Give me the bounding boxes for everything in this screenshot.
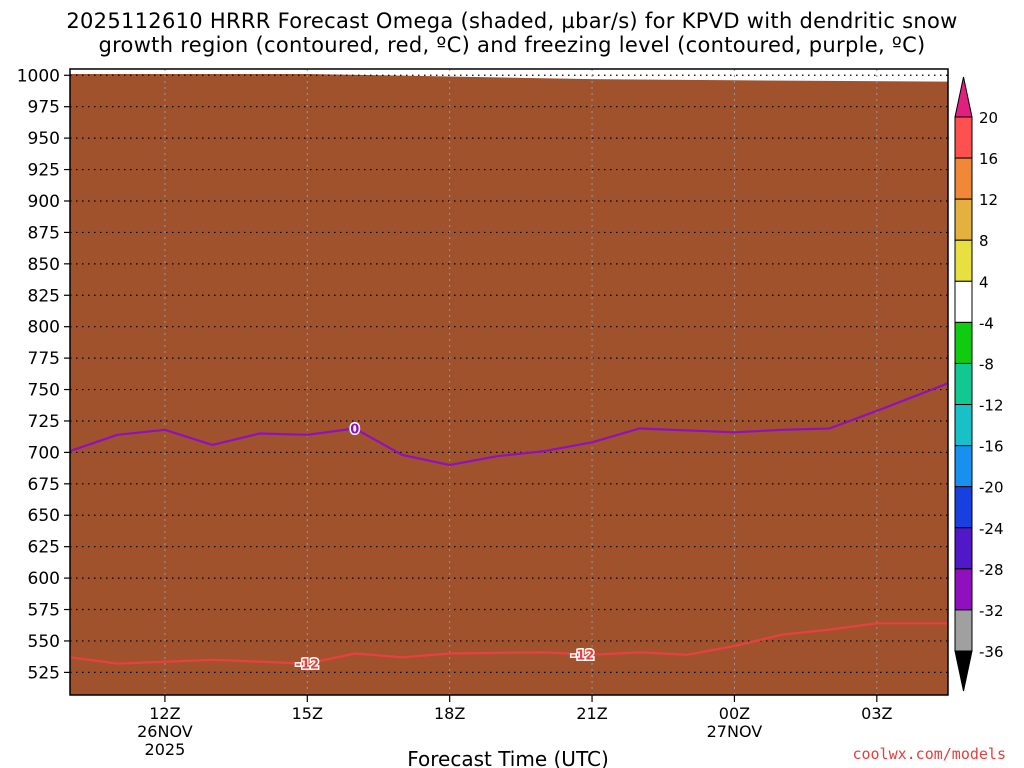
x-tick-label-12Z: 12Z <box>149 704 180 723</box>
colorbar-swatch-8 <box>954 445 973 488</box>
grid-lines <box>70 69 948 695</box>
x-tick-date-00Z: 27NOV <box>707 722 763 741</box>
colorbar-label-4: 4 <box>979 273 989 291</box>
y-tick-label-900: 900 <box>28 192 60 212</box>
colorbar-label-0: 20 <box>979 109 998 127</box>
colorbar-swatch-12 <box>954 609 973 652</box>
colorbar-label-5: -4 <box>979 314 994 332</box>
dendritic-contour-line <box>70 622 948 665</box>
y-tick-label-750: 750 <box>28 381 60 401</box>
colorbar-label-8: -16 <box>979 438 1004 456</box>
colorbar-swatch-11 <box>954 568 973 611</box>
y-tick-label-525: 525 <box>28 663 60 683</box>
dendritic-contour-line-label-0: -12 <box>296 658 320 673</box>
freezing-level-line <box>70 382 948 467</box>
chart-title-line-2: growth region (contoured, red, ºC) and f… <box>98 33 926 57</box>
colorbar-bottom-arrow <box>954 650 973 692</box>
plot-frame <box>69 68 949 696</box>
colorbar-top-arrow <box>954 76 973 118</box>
x-tick-label-00Z: 00Z <box>719 704 750 723</box>
colorbar-label-10: -24 <box>979 520 1004 538</box>
freezing-level-line-label-0: 0 <box>350 423 359 438</box>
y-tick-label-875: 875 <box>28 223 60 243</box>
y-tick-label-625: 625 <box>28 538 60 558</box>
y-tick-label-975: 975 <box>28 98 60 118</box>
colorbar-swatch-4 <box>954 280 973 323</box>
y-tick-label-825: 825 <box>28 286 60 306</box>
y-tick-label-1000: 1000 <box>17 66 60 86</box>
contour-lines: -12 -12 0 <box>70 382 948 674</box>
x-tick-date-12Z: 26NOV <box>137 722 193 741</box>
colorbar-label-12: -32 <box>979 602 1004 620</box>
x-tick-label-03Z: 03Z <box>861 704 892 723</box>
colorbar-label-9: -20 <box>979 479 1004 497</box>
colorbar-label-13: -36 <box>979 643 1004 661</box>
colorbar-label-3: 8 <box>979 232 989 250</box>
colorbar-label-2: 12 <box>979 191 998 209</box>
omega-shading <box>70 74 948 695</box>
colorbar-swatch-10 <box>954 527 973 570</box>
colorbar-label-7: -12 <box>979 397 1004 415</box>
y-tick-label-800: 800 <box>28 318 60 338</box>
colorbar-swatch-9 <box>954 486 973 529</box>
x-tick-label-15Z: 15Z <box>292 704 323 723</box>
colorbar-swatch-6 <box>954 362 973 406</box>
colorbar-swatch-1 <box>954 157 973 200</box>
colorbar-label-6: -8 <box>979 355 994 373</box>
terrain-fill <box>70 74 948 695</box>
y-tick-label-925: 925 <box>28 161 60 181</box>
colorbar-swatch-5 <box>954 321 973 364</box>
colorbar-label-1: 16 <box>979 150 998 168</box>
colorbar-swatch-0 <box>954 116 973 159</box>
y-tick-label-600: 600 <box>28 569 60 589</box>
colorbar-swatch-3 <box>954 239 973 282</box>
y-tick-label-675: 675 <box>28 475 60 495</box>
y-tick-label-950: 950 <box>28 129 60 149</box>
x-tick-label-21Z: 21Z <box>576 704 607 723</box>
y-tick-label-775: 775 <box>28 349 60 369</box>
axis-ticks: 525 550 575 600 625 650 675 700 725 750 775 800 825 8… <box>17 66 893 759</box>
colorbar-swatch-2 <box>954 198 973 241</box>
y-tick-label-650: 650 <box>28 506 60 526</box>
plot-border <box>69 68 949 696</box>
colorbar: 20 16 12 8 4 -4 -8 -12 -16 -20 -24 -28 -32 -36 <box>954 76 1004 692</box>
colorbar-label-11: -28 <box>979 561 1004 579</box>
y-tick-label-725: 725 <box>28 412 60 432</box>
y-tick-label-850: 850 <box>28 255 60 275</box>
dendritic-contour-line-label-1: -12 <box>571 648 595 663</box>
y-tick-label-550: 550 <box>28 632 60 652</box>
credit-text: coolwx.com/models <box>852 745 1006 763</box>
chart-title-line-1: 2025112610 HRRR Forecast Omega (shaded, … <box>66 9 958 33</box>
x-tick-year-12Z: 2025 <box>145 740 186 759</box>
x-tick-label-18Z: 18Z <box>434 704 465 723</box>
y-tick-label-575: 575 <box>28 601 60 621</box>
y-tick-label-700: 700 <box>28 443 60 463</box>
colorbar-swatch-7 <box>954 404 973 447</box>
x-axis-label: Forecast Time (UTC) <box>407 747 609 768</box>
